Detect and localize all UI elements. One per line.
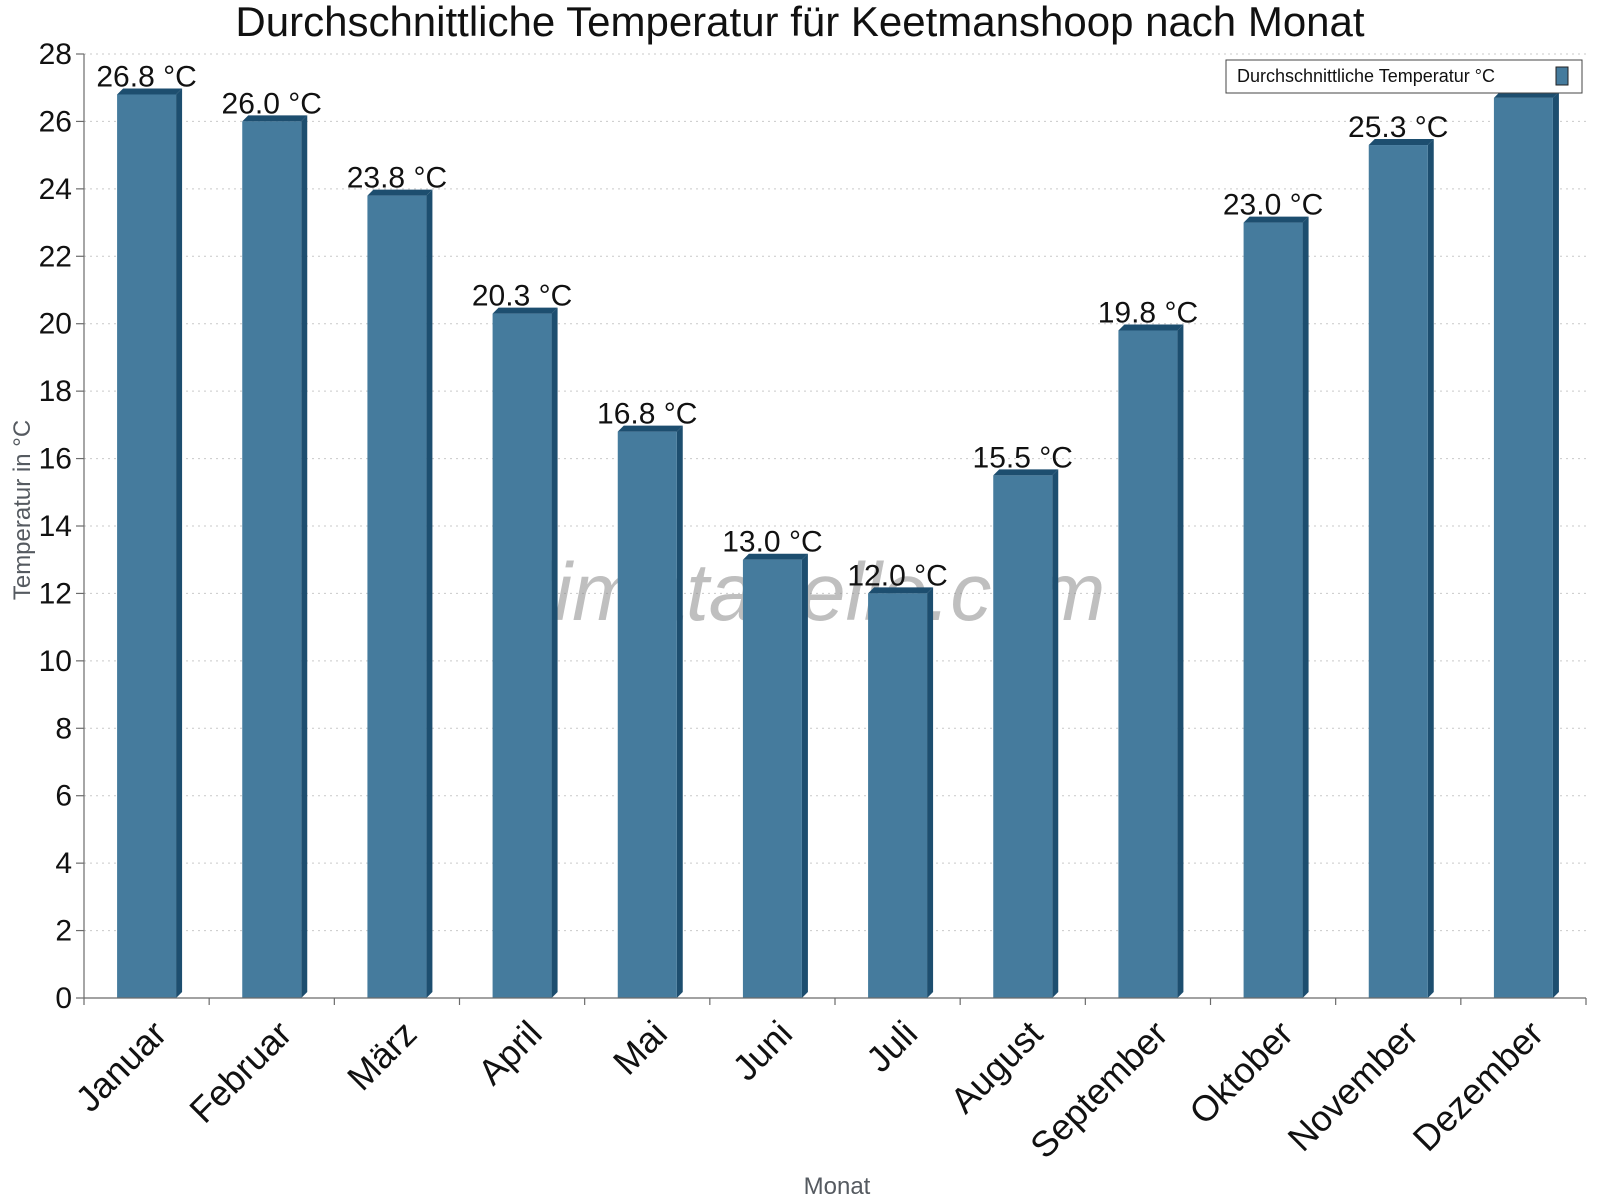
bar-front <box>1493 97 1553 999</box>
y-tick-label: 20 <box>39 308 72 341</box>
bar-front <box>742 559 802 998</box>
bar-value-label: 16.8 °C <box>597 398 697 431</box>
chart-title: Durchschnittliche Temperatur für Keetman… <box>235 0 1364 45</box>
bar-mai <box>617 425 683 999</box>
bar-juli <box>868 587 934 998</box>
bar-side <box>927 587 934 998</box>
x-tick-label: Juni <box>724 1013 800 1089</box>
bar-oktober <box>1243 216 1309 999</box>
legend-swatch <box>1555 66 1569 86</box>
bar-front <box>367 195 427 999</box>
bar-dezember <box>1493 91 1559 999</box>
bar-top <box>492 307 558 314</box>
bars-layer <box>117 88 1559 999</box>
bar-top <box>1243 216 1309 223</box>
y-tick-label: 22 <box>39 240 72 273</box>
bar-februar <box>242 115 308 998</box>
legend-label: Durchschnittliche Temperatur °C <box>1237 66 1495 86</box>
x-tick-label: April <box>470 1013 550 1093</box>
x-tick-label: August <box>942 1013 1050 1121</box>
y-tick-label: 0 <box>55 982 72 1015</box>
bar-front <box>617 431 677 999</box>
bar-value-label: 20.3 °C <box>472 280 572 313</box>
bar-value-label: 26.8 °C <box>96 60 196 93</box>
x-tick-label: November <box>1279 1013 1425 1159</box>
y-tick-label: 6 <box>55 780 72 813</box>
x-tick-label: Mai <box>605 1013 675 1083</box>
bar-januar <box>117 88 183 998</box>
bar-november <box>1368 139 1434 998</box>
bar-value-label: 19.8 °C <box>1098 296 1198 329</box>
y-tick-label: 8 <box>55 712 72 745</box>
bar-top <box>868 587 934 594</box>
bar-top <box>742 553 808 560</box>
bar-side <box>1552 91 1559 999</box>
bar-top <box>1118 324 1184 331</box>
bar-top <box>617 425 683 432</box>
labels-layer: 26.8 °C 26.0 °C 23.8 °C 20.3 °C 16.8 °C 13.0 … <box>96 60 1448 592</box>
y-tick-label: 2 <box>55 915 72 948</box>
y-tick-label: 18 <box>39 375 72 408</box>
x-tick-label: März <box>339 1013 425 1099</box>
bar-april <box>492 307 558 999</box>
bar-front <box>1243 222 1303 999</box>
x-tick-label: Februar <box>181 1013 299 1131</box>
bar-märz <box>367 189 433 999</box>
x-tick-label: Dezember <box>1405 1013 1551 1159</box>
bar-front <box>117 94 177 998</box>
bar-side <box>1052 469 1059 998</box>
bar-top <box>1368 139 1434 146</box>
grid-layer <box>84 53 1586 932</box>
bar-top <box>242 115 308 122</box>
bar-side <box>1177 324 1184 998</box>
bar-front <box>868 593 928 998</box>
bar-value-label: 13.0 °C <box>722 526 822 559</box>
bar-side <box>426 189 433 999</box>
bar-front <box>993 475 1053 998</box>
y-tick-label: 10 <box>39 645 72 678</box>
bar-value-label: 25.3 °C <box>1348 111 1448 144</box>
bar-top <box>367 189 433 196</box>
bar-front <box>1368 145 1428 998</box>
bar-front <box>242 121 302 998</box>
bar-value-label: 23.8 °C <box>347 162 447 195</box>
bar-value-label: 12.0 °C <box>847 559 947 592</box>
bar-side <box>1427 139 1434 998</box>
x-tick-label: Oktober <box>1181 1013 1301 1133</box>
bar-top <box>117 88 183 95</box>
bar-side <box>801 553 808 998</box>
legend-box <box>1225 59 1583 94</box>
y-tick-label: 16 <box>39 443 72 476</box>
bar-value-label: 23.0 °C <box>1223 189 1323 222</box>
y-tick-label: 12 <box>39 577 72 610</box>
y-tick-label: 28 <box>39 38 72 71</box>
y-tick-label: 24 <box>39 173 72 206</box>
legend: Durchschnittliche Temperatur °C <box>1225 59 1583 94</box>
y-tick-label: 14 <box>39 510 72 543</box>
bar-september <box>1118 324 1184 998</box>
bar-side <box>176 88 183 998</box>
y-axis-title: Temperatur in °C <box>9 420 36 600</box>
bar-side <box>551 307 558 999</box>
y-tick-label: 26 <box>39 105 72 138</box>
bar-front <box>492 313 552 999</box>
x-axis-title: Monat <box>804 1173 871 1200</box>
bar-august <box>993 469 1059 998</box>
bar-value-label: 26.0 °C <box>222 87 322 120</box>
bar-juni <box>742 553 808 998</box>
x-tick-label: September <box>1022 1013 1176 1167</box>
bar-side <box>676 425 683 999</box>
bar-front <box>1118 330 1178 998</box>
x-tick-label: Juli <box>858 1013 925 1080</box>
bar-side <box>1302 216 1309 999</box>
bar-top <box>993 469 1059 476</box>
bar-value-label: 15.5 °C <box>973 441 1073 474</box>
bar-side <box>301 115 308 998</box>
y-tick-label: 4 <box>55 847 72 880</box>
x-tick-label: Januar <box>67 1013 174 1120</box>
